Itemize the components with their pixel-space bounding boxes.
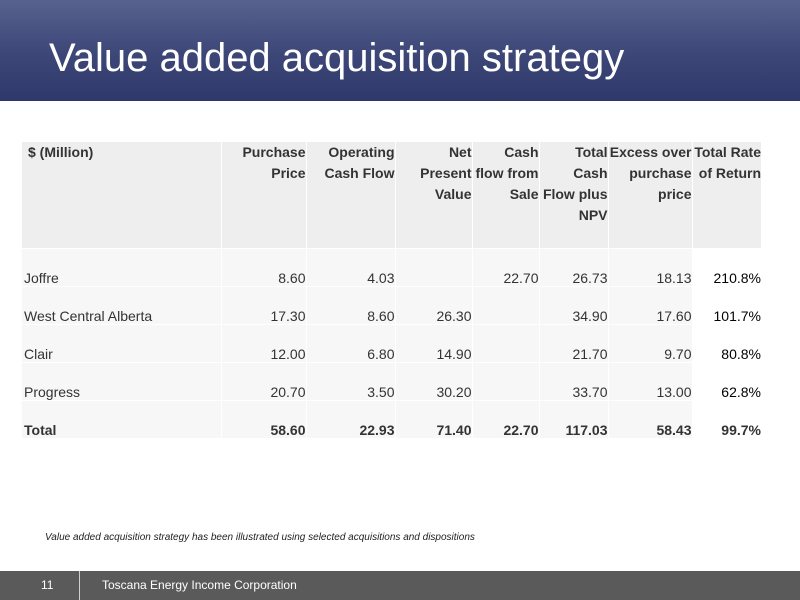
table-cell: 17.30 [221, 286, 307, 324]
column-header: Purchase Price [221, 142, 307, 248]
table-cell: Clair [22, 324, 222, 362]
table-cell: 22.70 [472, 400, 540, 438]
table-cell: 33.70 [539, 362, 609, 400]
column-header: Net Present Value [395, 142, 473, 248]
table-cell: 9.70 [608, 324, 693, 362]
table-cell: 14.90 [395, 324, 473, 362]
table-cell: 12.00 [221, 324, 307, 362]
table-cell: 18.13 [608, 248, 693, 286]
table-cell: 210.8% [692, 248, 761, 286]
table-cell: 117.03 [539, 400, 609, 438]
table-cell: 3.50 [306, 362, 396, 400]
footnote: Value added acquisition strategy has bee… [45, 532, 475, 543]
table-cell [395, 248, 473, 286]
table-row: West Central Alberta 17.30 8.60 26.30 34… [22, 286, 761, 324]
table-cell: 34.90 [539, 286, 609, 324]
column-header: Total Rate of Return [694, 144, 761, 181]
table-cell: 58.60 [221, 400, 307, 438]
table-cell: 26.73 [539, 248, 609, 286]
table-cell: 6.80 [306, 324, 396, 362]
table-cell: West Central Alberta [22, 286, 222, 324]
column-header: Total Cash Flow plus NPV [539, 142, 609, 248]
company-name: Toscana Energy Income Corporation [102, 578, 297, 592]
table-cell: 8.60 [306, 286, 396, 324]
slide-header: Value added acquisition strategy [0, 0, 800, 101]
table-cell: 22.70 [472, 248, 540, 286]
table-cell: 13.00 [608, 362, 693, 400]
footer-divider [79, 571, 80, 600]
table-cell [472, 324, 540, 362]
column-header: $ (Million) [22, 142, 222, 248]
table-row: Progress 20.70 3.50 30.20 33.70 13.00 62… [22, 362, 761, 400]
table-cell: 26.30 [395, 286, 473, 324]
table-cell: 17.60 [608, 286, 693, 324]
table-cell: 80.8% [692, 324, 761, 362]
column-header: Cash flow from Sale [472, 142, 540, 248]
table-cell: 62.8% [692, 362, 761, 400]
table-cell: Progress [22, 362, 222, 400]
table-cell: 58.43 [608, 400, 693, 438]
table-cell: 20.70 [221, 362, 307, 400]
acquisition-table: $ (Million) Purchase Price Operating Cas… [22, 142, 761, 438]
table-cell: 21.70 [539, 324, 609, 362]
table-cell: 4.03 [306, 248, 396, 286]
table-cell: 99.7% [692, 400, 761, 438]
column-header: Excess over purchase price [608, 142, 693, 248]
page-number: 11 [41, 578, 54, 592]
table-cell: 30.20 [395, 362, 473, 400]
table-row: Clair 12.00 6.80 14.90 21.70 9.70 80.8% [22, 324, 761, 362]
table-cell: 8.60 [221, 248, 307, 286]
table-cell: 71.40 [395, 400, 473, 438]
table-row: Joffre 8.60 4.03 22.70 26.73 18.13 210.8… [22, 248, 761, 286]
column-header: Operating Cash Flow [306, 142, 396, 248]
table-total-row: Total 58.60 22.93 71.40 22.70 117.03 58.… [22, 400, 761, 438]
table-cell [472, 286, 540, 324]
table-cell [472, 362, 540, 400]
slide-footer: 11 Toscana Energy Income Corporation [0, 571, 800, 600]
table-cell: 101.7% [692, 286, 761, 324]
table-cell: 22.93 [306, 400, 396, 438]
table-cell: Joffre [22, 248, 222, 286]
slide-title: Value added acquisition strategy [49, 36, 625, 80]
table-cell: Total [22, 400, 222, 438]
table-header-row: $ (Million) Purchase Price Operating Cas… [22, 142, 761, 248]
